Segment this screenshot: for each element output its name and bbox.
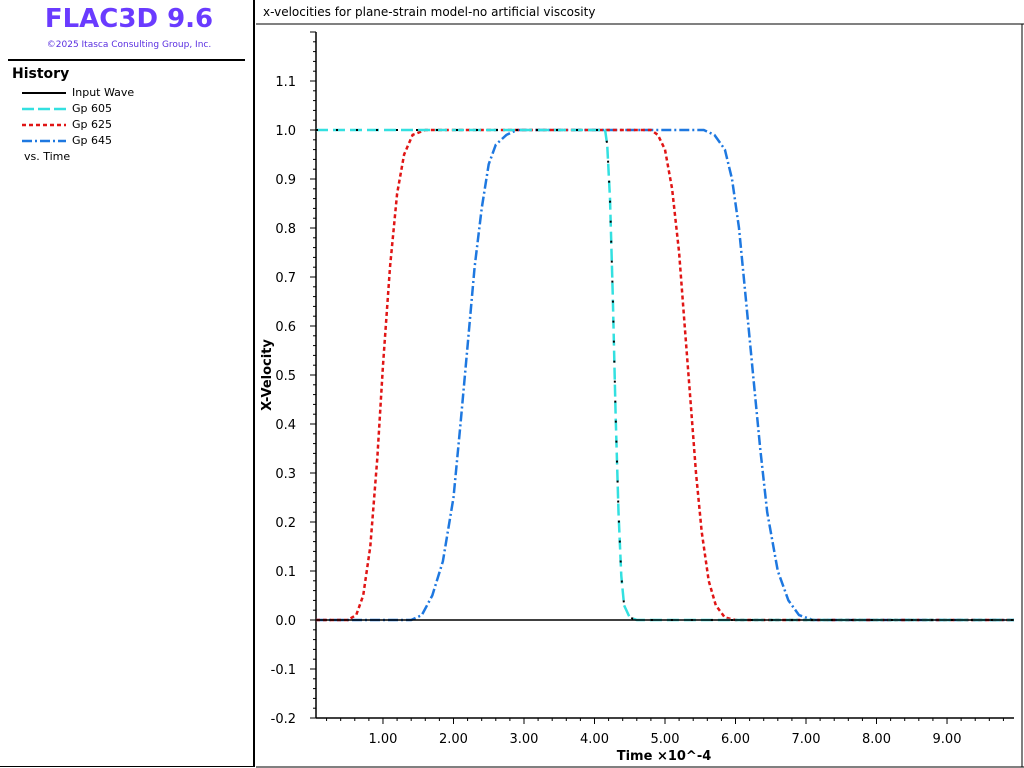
legend-swatch-gp-605 bbox=[22, 107, 66, 111]
legend-label: Gp 645 bbox=[72, 134, 112, 147]
x-tick-label: 9.00 bbox=[933, 732, 962, 747]
y-tick-label: 0.5 bbox=[275, 369, 296, 384]
x-tick-label: 1.00 bbox=[369, 732, 398, 747]
y-tick-label: 0.1 bbox=[275, 565, 296, 580]
legend-label: Gp 625 bbox=[72, 118, 112, 131]
y-tick-label: -0.2 bbox=[271, 712, 296, 727]
y-tick-label: 0.9 bbox=[275, 173, 296, 188]
y-tick-label: 0.7 bbox=[275, 271, 296, 286]
series-line-gp-605 bbox=[316, 128, 1014, 622]
y-tick-label: 0.0 bbox=[275, 614, 296, 629]
y-tick-label: 0.8 bbox=[275, 222, 296, 237]
y-tick-label: 0.3 bbox=[275, 467, 296, 482]
legend-swatch-gp-625 bbox=[22, 123, 66, 127]
legend-heading: History bbox=[12, 66, 70, 82]
legend-label: Gp 605 bbox=[72, 102, 112, 115]
x-tick-label: 4.00 bbox=[580, 732, 609, 747]
app-copyright: ©2025 Itasca Consulting Group, Inc. bbox=[46, 40, 212, 50]
y-tick-label: 1.0 bbox=[275, 124, 296, 139]
y-axis-label: X-Velocity bbox=[260, 339, 275, 411]
x-tick-label: 5.00 bbox=[651, 732, 680, 747]
series-line-gp-625 bbox=[316, 128, 1014, 622]
x-tick-label: 8.00 bbox=[862, 732, 891, 747]
y-tick-label: 1.1 bbox=[275, 75, 296, 90]
legend-swatch-gp-645 bbox=[22, 139, 66, 143]
x-tick-label: 6.00 bbox=[721, 732, 750, 747]
legend-panel: FLAC3D 9.6 ©2025 Itasca Consulting Group… bbox=[0, 0, 255, 767]
y-tick-label: -0.1 bbox=[271, 663, 296, 678]
legend-label: Input Wave bbox=[72, 86, 135, 99]
x-tick-label: 7.00 bbox=[792, 732, 821, 747]
x-axis-label: Time ×10^-4 bbox=[617, 749, 712, 764]
panel-divider bbox=[8, 59, 245, 61]
plot-title: x-velocities for plane-strain model-no a… bbox=[263, 5, 596, 19]
y-tick-label: 0.4 bbox=[275, 418, 296, 433]
legend-footer: vs. Time bbox=[24, 150, 71, 163]
y-tick-label: 0.6 bbox=[275, 320, 296, 335]
x-tick-label: 2.00 bbox=[439, 732, 468, 747]
x-tick-label: 3.00 bbox=[510, 732, 539, 747]
series-line-gp-645 bbox=[316, 128, 1014, 622]
y-tick-label: 0.2 bbox=[275, 516, 296, 531]
legend-swatch-input-wave bbox=[22, 92, 66, 94]
app-title: FLAC3D 9.6 bbox=[44, 4, 214, 34]
series-line-input-wave bbox=[316, 129, 1014, 621]
